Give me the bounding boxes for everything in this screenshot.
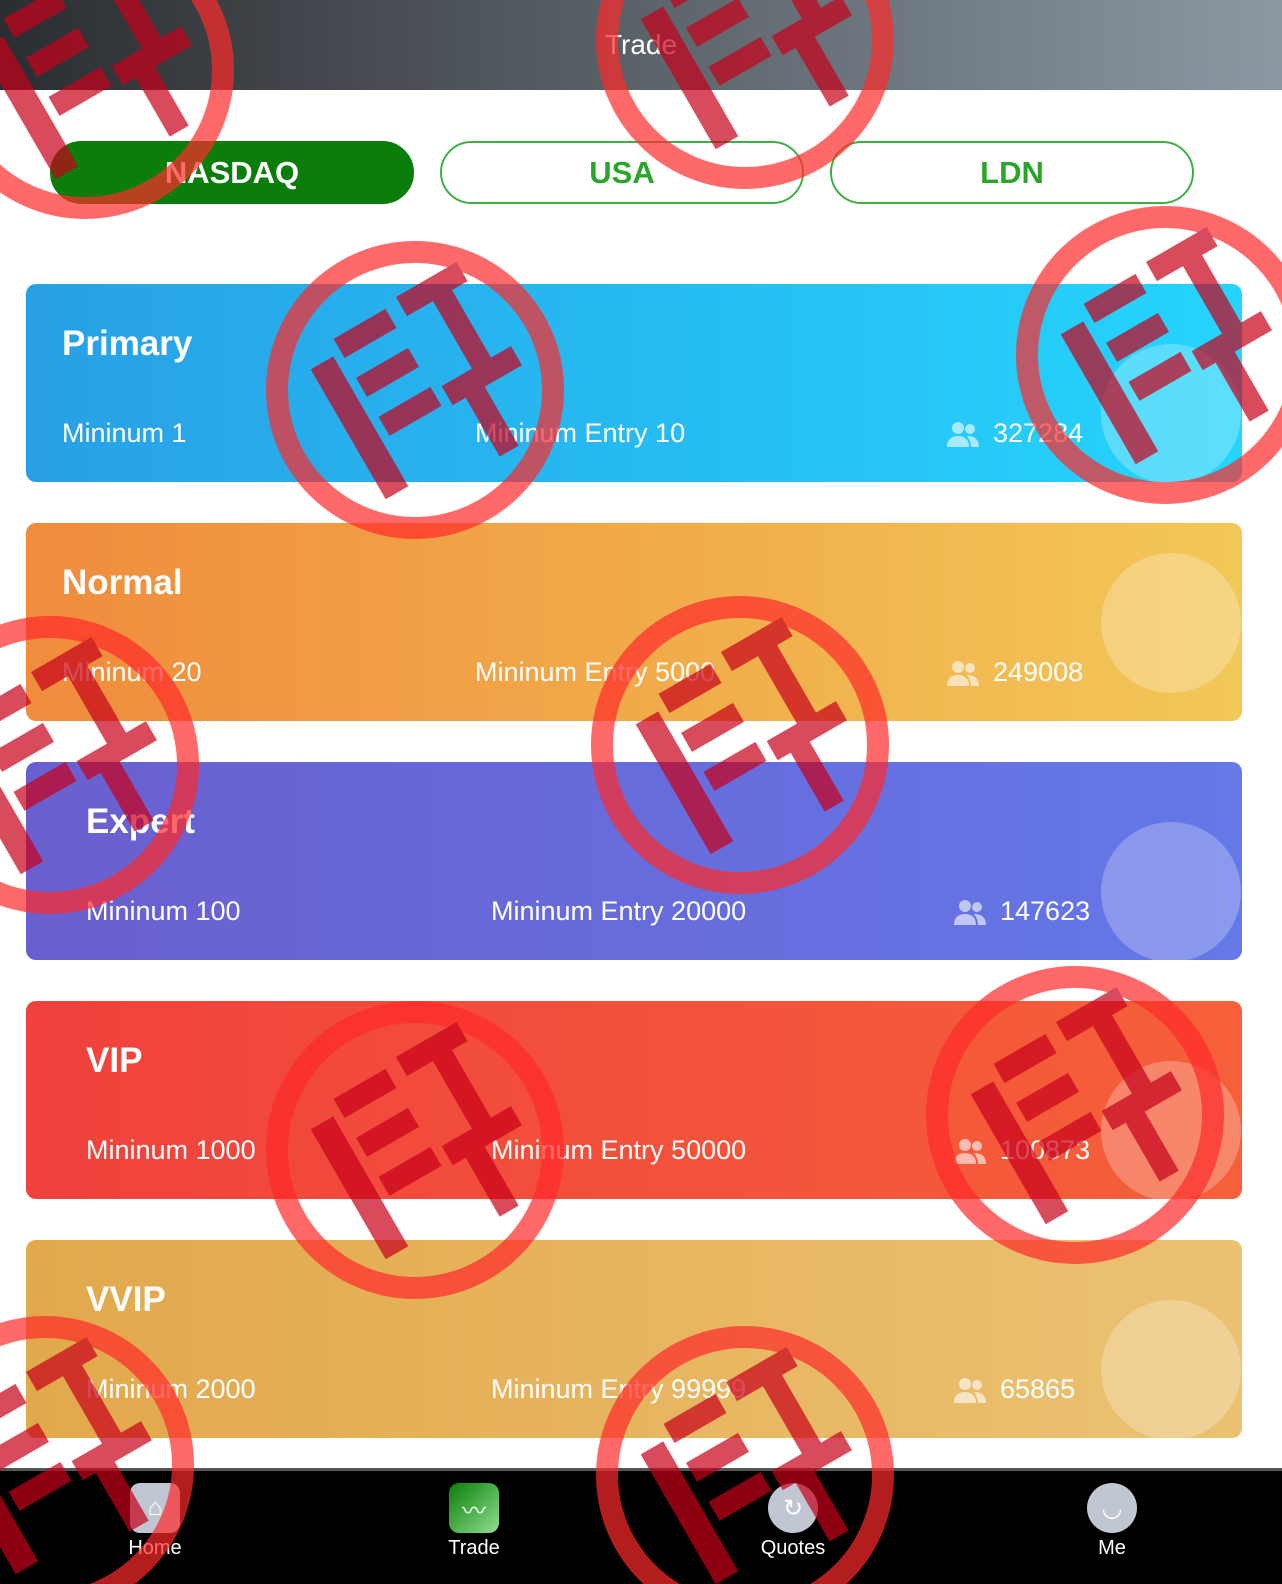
users-icon <box>947 421 979 447</box>
nav-quotes[interactable]: ↻ Quotes <box>733 1483 853 1560</box>
users-icon <box>954 899 986 925</box>
participant-count: 147623 <box>1000 896 1091 926</box>
bottom-nav: ⌂ Home 〰 Trade ↻ Quotes ◡ Me <box>0 1468 1282 1584</box>
level-card-primary[interactable]: Primary Mininum 1 Mininum Entry 10 32728… <box>26 284 1242 482</box>
card-minimum-entry: Mininum Entry 20000 <box>491 896 747 926</box>
users-icon <box>947 660 979 686</box>
card-minimum: Mininum 1 <box>62 418 187 448</box>
nav-home[interactable]: ⌂ Home <box>95 1483 215 1560</box>
users-icon <box>954 1377 986 1403</box>
card-minimum-entry: Mininum Entry 5000 <box>475 657 716 687</box>
level-card-expert[interactable]: Expert Mininum 100 Mininum Entry 20000 1… <box>26 762 1242 960</box>
trade-chart-icon: 〰 <box>449 1483 499 1533</box>
card-title: Normal <box>62 563 183 602</box>
participant-count: 100873 <box>1000 1135 1091 1165</box>
level-card-vip[interactable]: VIP Mininum 1000 Mininum Entry 50000 100… <box>26 1001 1242 1199</box>
card-title: Expert <box>86 802 195 841</box>
card-title: VVIP <box>86 1280 166 1319</box>
participant-count: 327284 <box>993 418 1084 448</box>
card-title: VIP <box>86 1041 143 1080</box>
card-minimum: Mininum 2000 <box>86 1374 256 1404</box>
card-participants: 249008 <box>947 657 1083 688</box>
nav-me[interactable]: ◡ Me <box>1052 1483 1172 1560</box>
home-icon: ⌂ <box>130 1483 180 1533</box>
tab-usa[interactable]: USA <box>440 141 804 204</box>
card-title: Primary <box>62 324 193 363</box>
nav-quotes-label: Quotes <box>760 1537 826 1559</box>
card-decoration-icon <box>1101 344 1241 482</box>
card-decoration-icon <box>1101 1300 1241 1438</box>
card-minimum: Mininum 20 <box>62 657 202 687</box>
page-title: Trade <box>604 29 678 60</box>
card-minimum-entry: Mininum Entry 50000 <box>491 1135 747 1165</box>
card-participants: 65865 <box>954 1374 1075 1405</box>
card-decoration-icon <box>1101 553 1241 693</box>
me-icon: ◡ <box>1087 1483 1137 1533</box>
participant-count: 65865 <box>1000 1374 1076 1404</box>
participant-count: 249008 <box>993 657 1084 687</box>
card-decoration-icon <box>1101 822 1241 960</box>
nav-home-label: Home <box>128 1537 182 1559</box>
card-minimum-entry: Mininum Entry 10 <box>475 418 686 448</box>
quotes-icon: ↻ <box>768 1483 818 1533</box>
card-decoration-icon <box>1101 1061 1241 1199</box>
tab-nasdaq[interactable]: NASDAQ <box>50 141 414 204</box>
card-minimum: Mininum 100 <box>86 896 241 926</box>
level-card-normal[interactable]: Normal Mininum 20 Mininum Entry 5000 249… <box>26 523 1242 721</box>
tab-ldn[interactable]: LDN <box>830 141 1194 204</box>
header-bar: Trade <box>0 0 1282 90</box>
users-icon <box>954 1138 986 1164</box>
level-card-vvip[interactable]: VVIP Mininum 2000 Mininum Entry 99999 65… <box>26 1240 1242 1438</box>
nav-trade-label: Trade <box>448 1537 500 1559</box>
nav-me-label: Me <box>1098 1537 1126 1559</box>
card-minimum-entry: Mininum Entry 99999 <box>491 1374 747 1404</box>
card-minimum: Mininum 1000 <box>86 1135 256 1165</box>
card-participants: 327284 <box>947 418 1083 449</box>
card-participants: 147623 <box>954 896 1090 927</box>
nav-trade[interactable]: 〰 Trade <box>414 1483 534 1560</box>
card-participants: 100873 <box>954 1135 1090 1166</box>
